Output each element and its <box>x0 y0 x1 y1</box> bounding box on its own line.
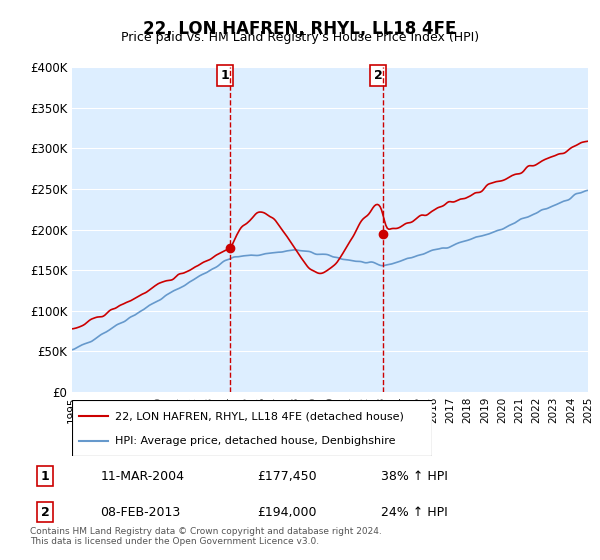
Text: Contains HM Land Registry data © Crown copyright and database right 2024.
This d: Contains HM Land Registry data © Crown c… <box>30 526 382 546</box>
Text: 1: 1 <box>221 69 229 82</box>
Text: 11-MAR-2004: 11-MAR-2004 <box>100 470 184 483</box>
Text: HPI: Average price, detached house, Denbighshire: HPI: Average price, detached house, Denb… <box>115 436 396 446</box>
Text: Price paid vs. HM Land Registry's House Price Index (HPI): Price paid vs. HM Land Registry's House … <box>121 31 479 44</box>
Text: 08-FEB-2013: 08-FEB-2013 <box>100 506 181 519</box>
Text: 24% ↑ HPI: 24% ↑ HPI <box>381 506 448 519</box>
Text: £177,450: £177,450 <box>257 470 316 483</box>
Text: 2: 2 <box>374 69 382 82</box>
Text: 2: 2 <box>41 506 50 519</box>
Text: 22, LON HAFREN, RHYL, LL18 4FE (detached house): 22, LON HAFREN, RHYL, LL18 4FE (detached… <box>115 411 404 421</box>
Text: 22, LON HAFREN, RHYL, LL18 4FE: 22, LON HAFREN, RHYL, LL18 4FE <box>143 20 457 38</box>
Text: 1: 1 <box>41 470 50 483</box>
FancyBboxPatch shape <box>72 400 432 456</box>
Text: 38% ↑ HPI: 38% ↑ HPI <box>381 470 448 483</box>
Text: £194,000: £194,000 <box>257 506 316 519</box>
